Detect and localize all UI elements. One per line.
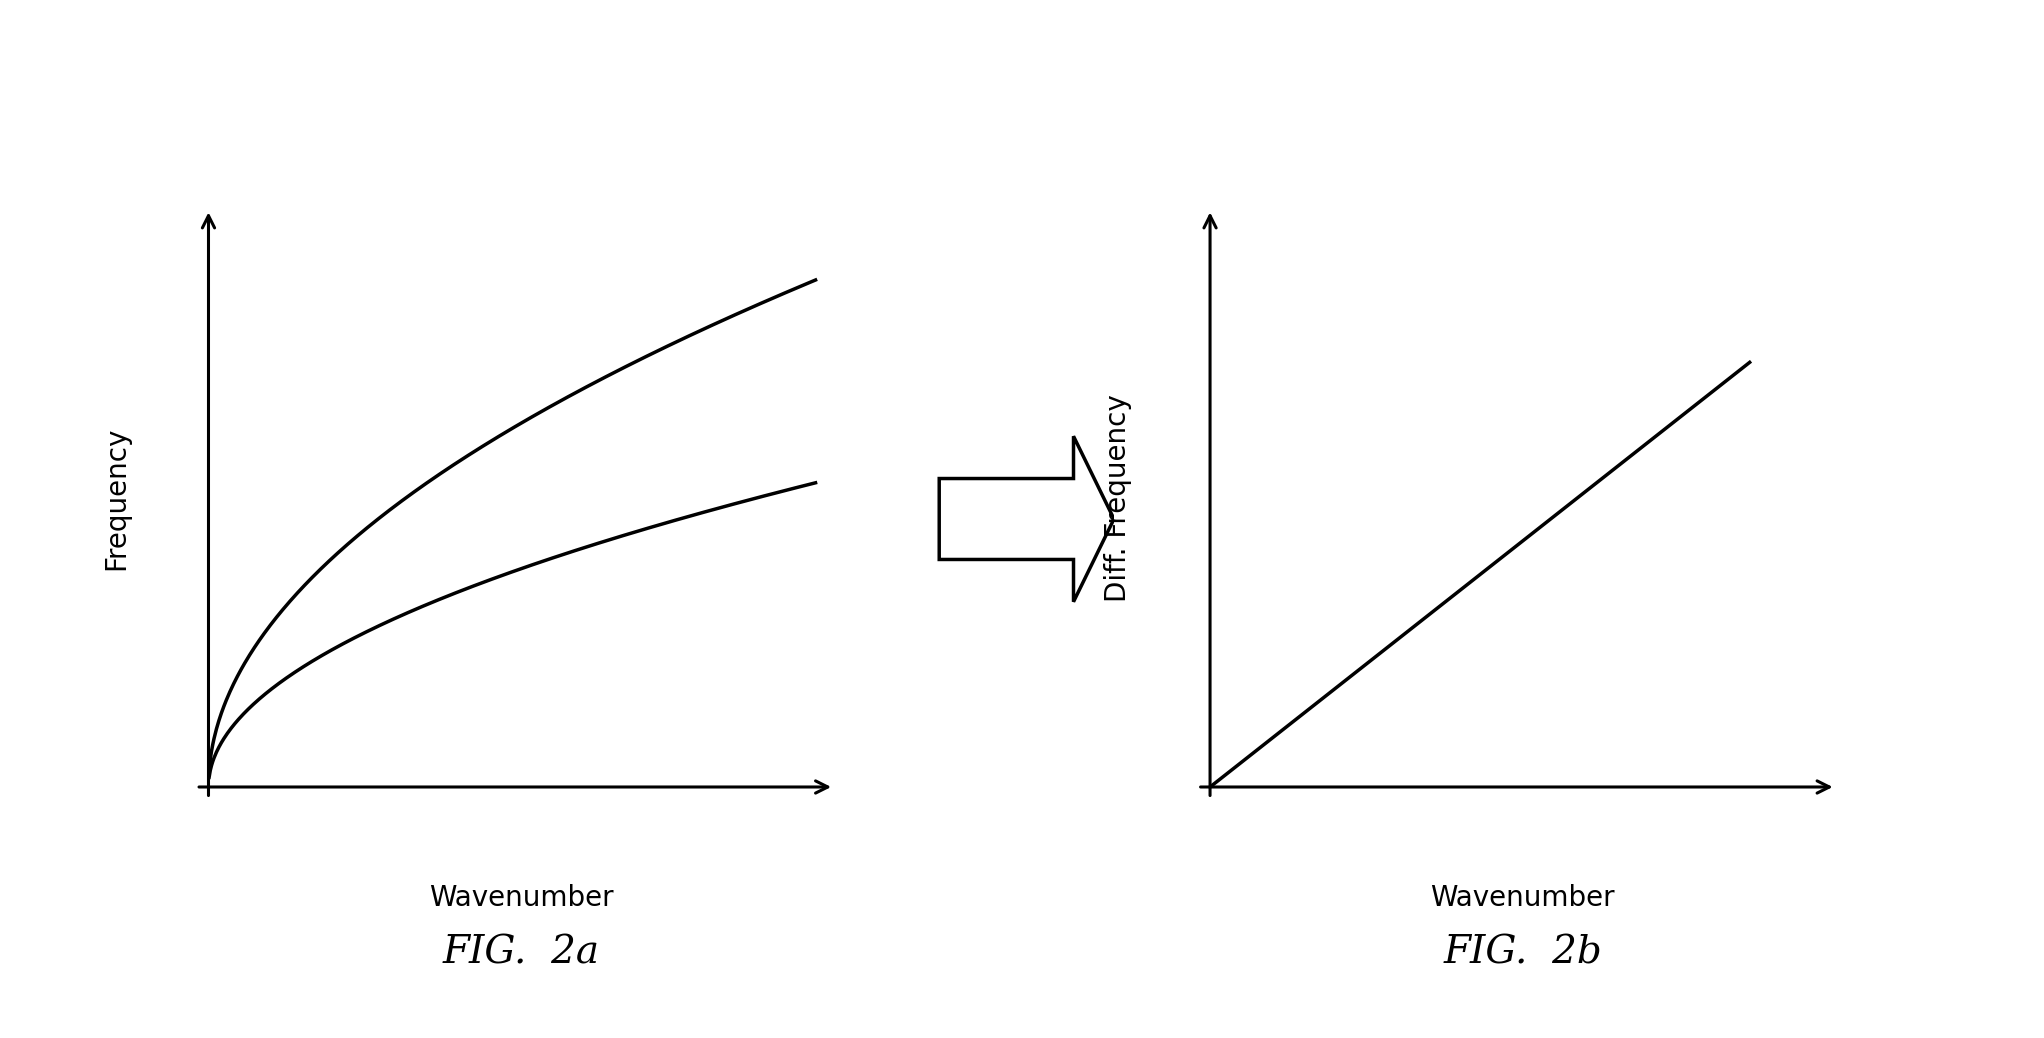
Text: Wavenumber: Wavenumber [429, 884, 613, 912]
Text: Wavenumber: Wavenumber [1431, 884, 1615, 912]
Text: FIG.  2b: FIG. 2b [1443, 934, 1602, 972]
Text: Diff. Frequency: Diff. Frequency [1104, 394, 1132, 602]
Polygon shape [940, 436, 1114, 602]
Text: Frequency: Frequency [102, 427, 131, 570]
Text: FIG.  2a: FIG. 2a [444, 934, 599, 972]
